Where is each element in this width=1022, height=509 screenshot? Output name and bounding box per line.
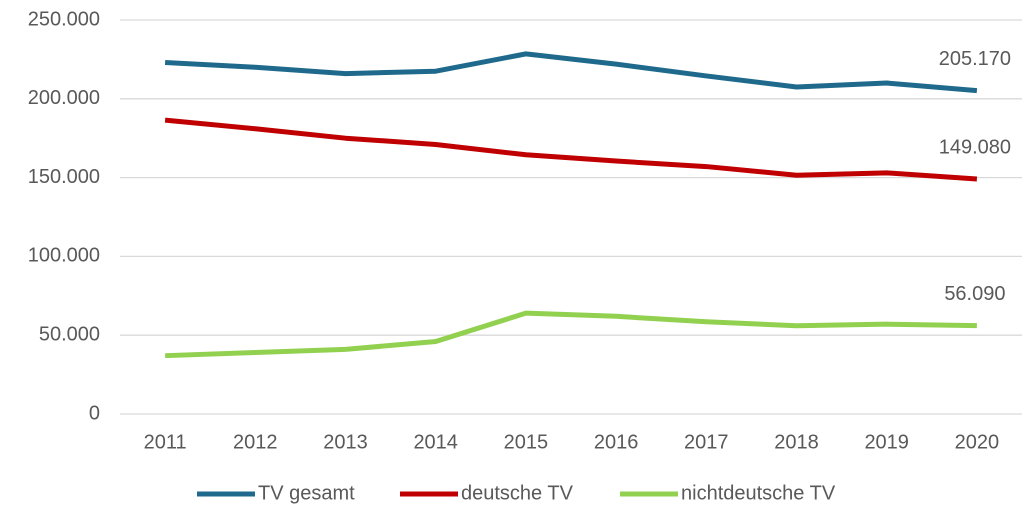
- y-tick-label: 250.000: [28, 8, 100, 30]
- x-tick-label: 2011: [144, 431, 187, 453]
- y-tick-label: 50.000: [39, 323, 100, 345]
- series-line: [164, 51, 978, 94]
- legend-label: nichtdeutsche TV: [681, 482, 836, 504]
- data-label: 149.080: [939, 136, 1011, 158]
- x-tick-label: 2015: [504, 431, 549, 453]
- y-tick-label: 0: [89, 402, 100, 424]
- series-line: [164, 117, 978, 182]
- y-tick-label: 100.000: [28, 245, 100, 267]
- x-tick-label: 2013: [323, 431, 368, 453]
- x-tick-label: 2019: [864, 431, 909, 453]
- x-tick-label: 2020: [955, 431, 1000, 453]
- y-tick-label: 200.000: [28, 87, 100, 109]
- x-tick-label: 2017: [684, 431, 729, 453]
- data-label: 56.090: [944, 283, 1005, 305]
- data-label: 205.170: [939, 48, 1011, 70]
- x-tick-label: 2018: [774, 431, 819, 453]
- x-tick-label: 2016: [594, 431, 639, 453]
- legend-label: deutsche TV: [461, 482, 574, 504]
- x-tick-label: 2014: [413, 431, 458, 453]
- x-tick-label: 2012: [233, 431, 278, 453]
- series-line: [165, 310, 977, 359]
- legend-label: TV gesamt: [258, 482, 355, 504]
- y-tick-label: 150.000: [28, 166, 100, 188]
